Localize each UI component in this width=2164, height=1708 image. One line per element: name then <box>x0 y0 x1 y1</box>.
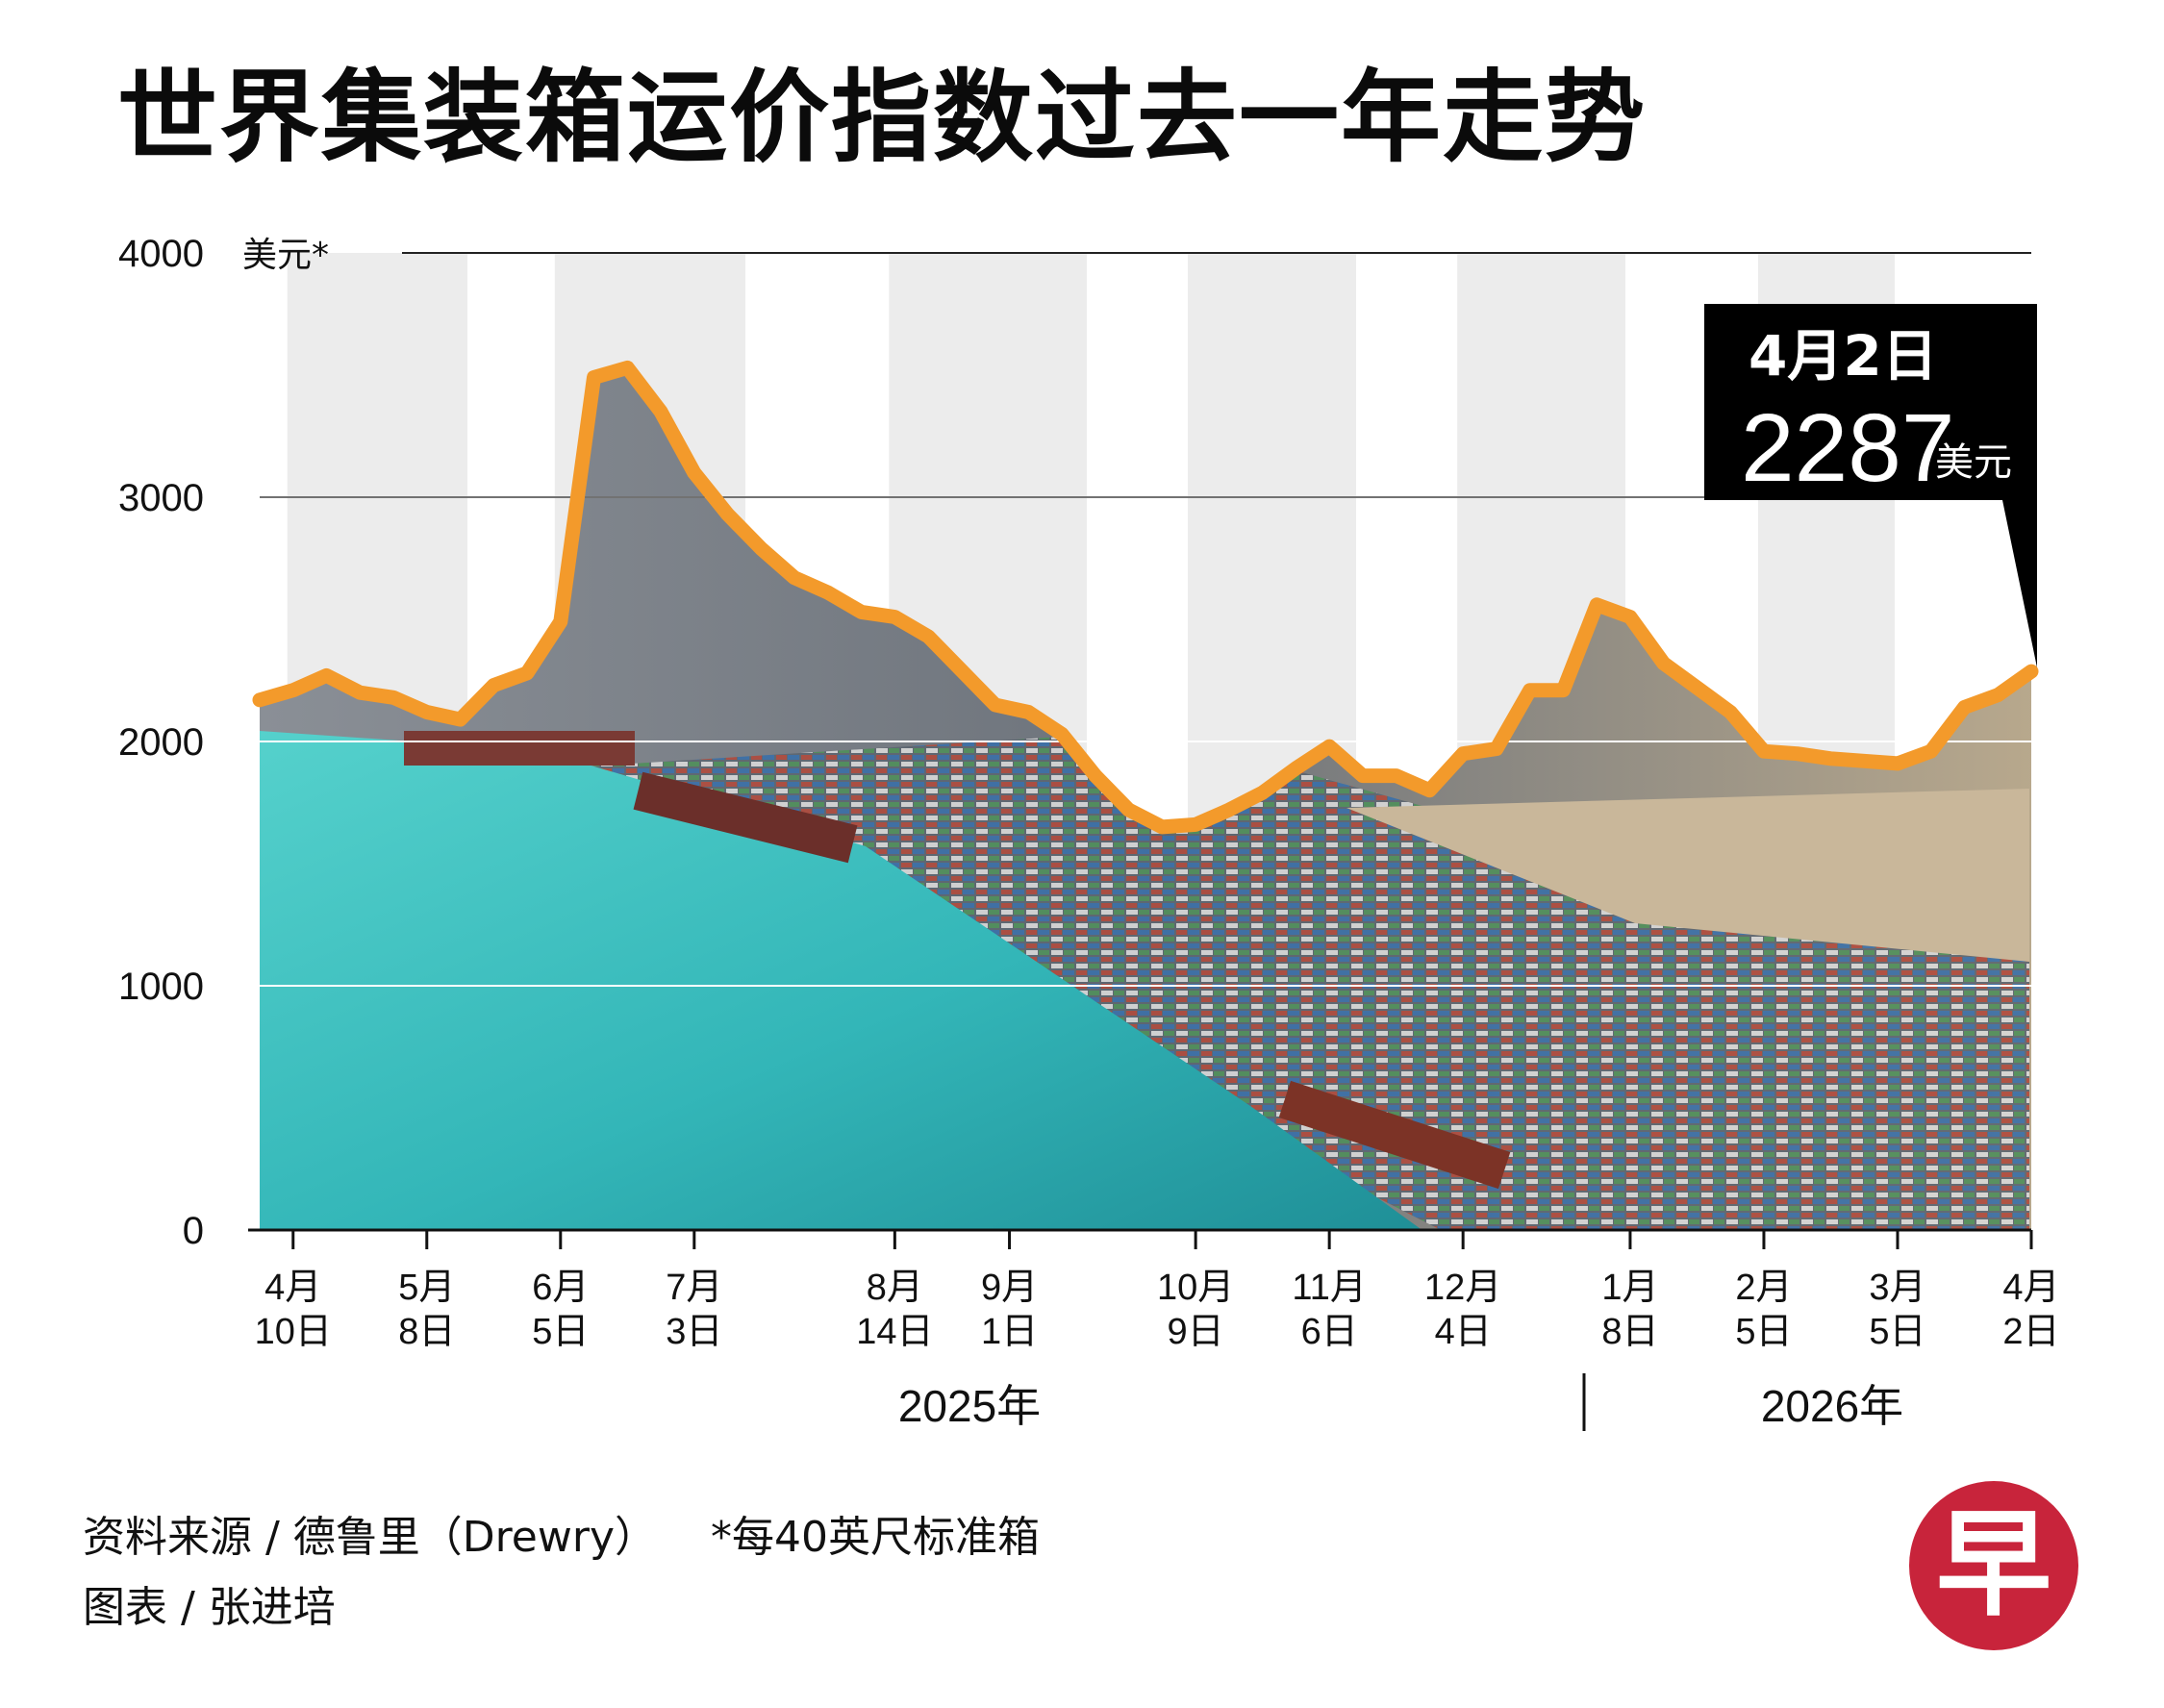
y-axis: 0 1000 2000 3000 4000 <box>118 233 204 1252</box>
x-tick-month: 2月 <box>1735 1268 1792 1308</box>
x-tick-month: 11月 <box>1292 1268 1366 1308</box>
x-tick-month: 12月 <box>1424 1268 1501 1308</box>
year-label-2025: 2025年 <box>898 1381 1041 1431</box>
x-tick-month: 10月 <box>1157 1268 1234 1308</box>
x-tick-month: 7月 <box>666 1268 722 1308</box>
x-tick-month: 4月 <box>264 1268 321 1308</box>
year-label-2026: 2026年 <box>1761 1381 1903 1431</box>
y-tick-label: 2000 <box>118 721 204 764</box>
x-tick-day: 1日 <box>981 1312 1038 1352</box>
series-line <box>252 360 2039 835</box>
source-text: 资料来源 / 德鲁里（Drewry） <box>83 1513 657 1562</box>
callout-date: 4月2日 <box>1749 323 1938 389</box>
source-line: 资料来源 / 德鲁里（Drewry） *每40英尺标准箱 <box>83 1502 1040 1564</box>
x-tick-day: 8日 <box>398 1312 455 1352</box>
year-labels: 2025年 2026年 <box>898 1373 1903 1431</box>
y-tick-label: 3000 <box>118 477 204 519</box>
x-axis: 4月10日5月8日6月5日7月3日8月14日9月1日10月9日11月6日12月4… <box>255 1230 2060 1352</box>
x-tick-day: 5日 <box>532 1312 589 1352</box>
chart-title: 世界集装箱运价指数过去一年走势 <box>117 59 1648 176</box>
x-tick-month: 5月 <box>398 1268 455 1308</box>
credit-text: 图表 / 张进培 <box>83 1583 336 1632</box>
x-tick-day: 9日 <box>1168 1312 1224 1352</box>
x-tick-month: 9月 <box>981 1268 1038 1308</box>
x-tick-day: 6日 <box>1301 1312 1358 1352</box>
x-tick-day: 10日 <box>255 1312 332 1352</box>
x-tick-month: 1月 <box>1601 1268 1658 1308</box>
x-tick-month: 3月 <box>1869 1268 1925 1308</box>
publisher-logo: 早 <box>1909 1481 2078 1650</box>
callout-unit: 美元 <box>1935 440 2012 485</box>
ship-2 <box>633 771 858 864</box>
x-tick-month: 6月 <box>532 1268 589 1308</box>
x-tick-month: 4月 <box>2002 1268 2059 1308</box>
x-tick-day: 5日 <box>1869 1312 1925 1352</box>
y-tick-label: 1000 <box>118 966 204 1008</box>
y-tick-label: 0 <box>183 1210 204 1252</box>
y-axis-unit: 美元* <box>242 236 329 275</box>
x-tick-day: 3日 <box>666 1312 722 1352</box>
note-text: *每40英尺标准箱 <box>710 1513 1040 1562</box>
x-tick-day: 4日 <box>1435 1312 1492 1352</box>
x-tick-month: 8月 <box>867 1268 923 1308</box>
x-tick-day: 5日 <box>1735 1312 1792 1352</box>
ship-1 <box>404 731 635 766</box>
x-tick-day: 2日 <box>2002 1312 2059 1352</box>
callout-box <box>1704 304 2037 668</box>
x-tick-day: 14日 <box>856 1312 933 1352</box>
x-tick-day: 8日 <box>1601 1312 1658 1352</box>
y-tick-label: 4000 <box>118 233 204 275</box>
ship-3 <box>1278 1080 1511 1190</box>
callout-value: 2287 <box>1741 394 1954 502</box>
